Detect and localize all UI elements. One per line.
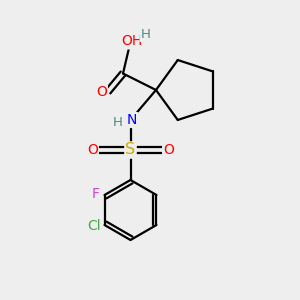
Text: F: F: [92, 187, 100, 200]
Text: O: O: [96, 85, 107, 98]
Text: O: O: [87, 143, 98, 157]
Text: H: H: [113, 116, 123, 130]
Text: S: S: [125, 142, 136, 158]
Text: O: O: [163, 143, 174, 157]
Text: Cl: Cl: [87, 220, 101, 233]
Text: OH: OH: [122, 34, 142, 48]
Text: H: H: [141, 28, 150, 41]
Text: N: N: [127, 113, 137, 127]
